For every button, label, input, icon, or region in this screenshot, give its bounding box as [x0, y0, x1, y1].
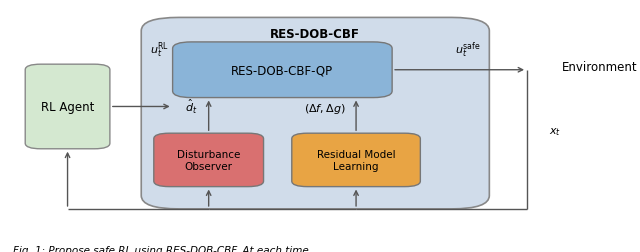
Text: $x_t$: $x_t$: [549, 125, 561, 137]
FancyBboxPatch shape: [292, 134, 420, 187]
Text: RL Agent: RL Agent: [41, 101, 94, 113]
FancyBboxPatch shape: [141, 18, 490, 209]
Text: $\hat{d}_t$: $\hat{d}_t$: [185, 98, 198, 116]
Text: Environment: Environment: [561, 61, 637, 74]
FancyBboxPatch shape: [173, 43, 392, 98]
FancyBboxPatch shape: [154, 134, 264, 187]
Text: Fig. 1: Propose safe RL using RES-DOB-CBF. At each time: Fig. 1: Propose safe RL using RES-DOB-CB…: [13, 244, 308, 252]
FancyBboxPatch shape: [25, 65, 110, 149]
Text: RES-DOB-CBF: RES-DOB-CBF: [270, 28, 360, 41]
Text: Residual Model
Learning: Residual Model Learning: [317, 149, 396, 171]
Text: RES-DOB-CBF-QP: RES-DOB-CBF-QP: [231, 64, 333, 77]
Text: Disturbance
Observer: Disturbance Observer: [177, 149, 241, 171]
Text: $u_t^{\mathrm{RL}}$: $u_t^{\mathrm{RL}}$: [150, 40, 170, 59]
Text: $(\Delta f, \Delta g)$: $(\Delta f, \Delta g)$: [305, 102, 346, 116]
Text: $u_t^{\mathrm{safe}}$: $u_t^{\mathrm{safe}}$: [454, 40, 480, 59]
